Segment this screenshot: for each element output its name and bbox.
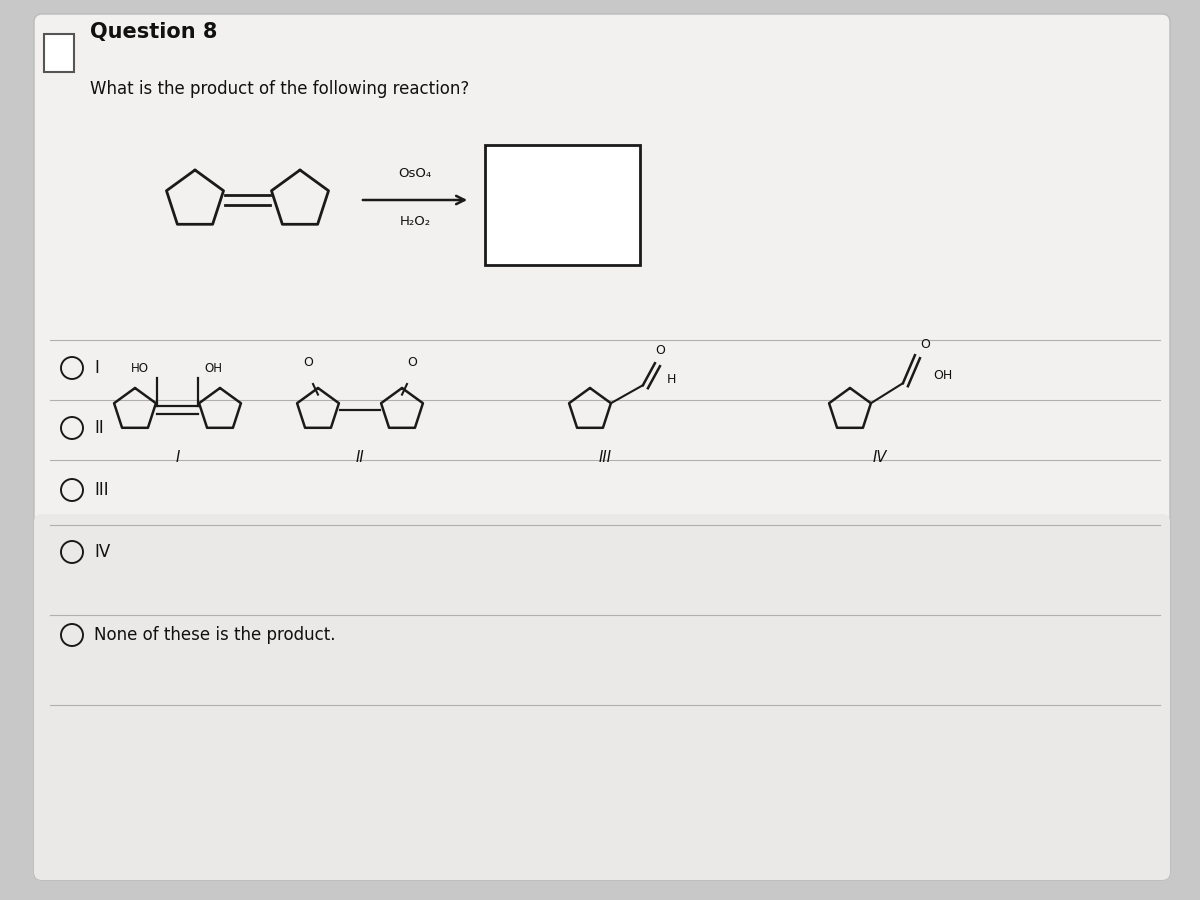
Text: O: O bbox=[304, 356, 313, 369]
Text: OsO₄: OsO₄ bbox=[398, 167, 432, 180]
FancyBboxPatch shape bbox=[44, 34, 74, 72]
Text: O: O bbox=[655, 344, 665, 357]
Text: IV: IV bbox=[94, 543, 110, 561]
Text: OH: OH bbox=[932, 369, 952, 382]
Text: O: O bbox=[920, 338, 930, 351]
FancyBboxPatch shape bbox=[34, 14, 1170, 880]
Text: None of these is the product.: None of these is the product. bbox=[94, 626, 336, 644]
Text: I: I bbox=[175, 450, 180, 465]
Text: O: O bbox=[407, 356, 416, 369]
Text: Question 8: Question 8 bbox=[90, 22, 217, 42]
Text: IV: IV bbox=[872, 450, 887, 465]
Text: What is the product of the following reaction?: What is the product of the following rea… bbox=[90, 80, 469, 98]
FancyBboxPatch shape bbox=[485, 145, 640, 265]
Text: III: III bbox=[599, 450, 612, 465]
Text: II: II bbox=[355, 450, 365, 465]
Text: HO: HO bbox=[131, 362, 149, 375]
Text: II: II bbox=[94, 419, 103, 437]
Text: III: III bbox=[94, 481, 109, 499]
Text: H₂O₂: H₂O₂ bbox=[400, 215, 431, 228]
Text: H: H bbox=[667, 373, 677, 386]
FancyBboxPatch shape bbox=[34, 514, 1170, 880]
Text: I: I bbox=[94, 359, 98, 377]
Text: OH: OH bbox=[204, 362, 222, 375]
